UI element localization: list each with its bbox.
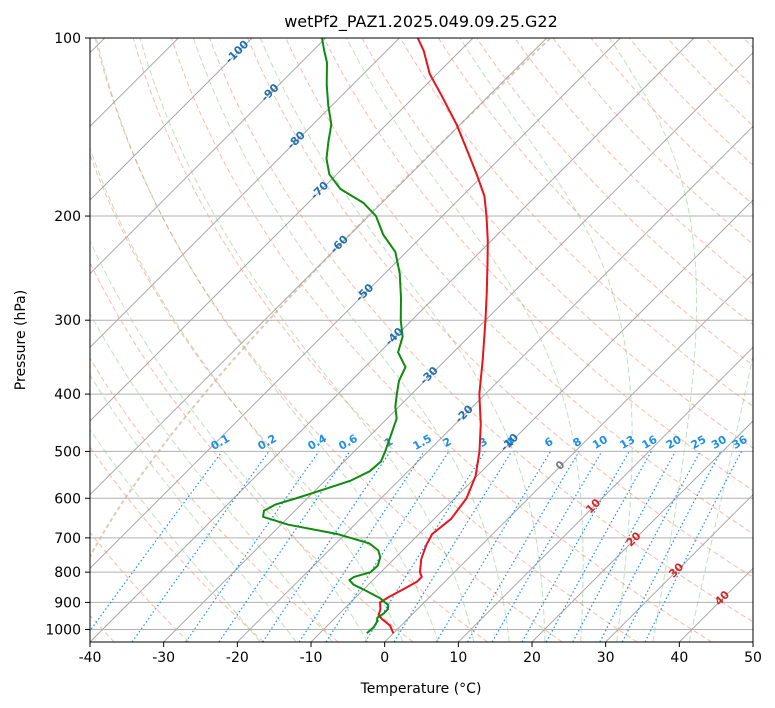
y-tick-label: 200 [54,209,81,225]
moist-adiabat [688,353,753,642]
dry-adiabat [90,153,488,642]
moist-adiabat [95,38,439,642]
x-tick-label: -10 [300,650,323,666]
y-tick-label: 400 [54,387,81,403]
moist-adiabat [345,38,584,642]
y-tick-label: 700 [54,531,81,547]
x-tick-label: -20 [226,650,249,666]
isotherm-line [90,38,253,201]
dry-adiabat [514,38,753,285]
dry-adiabat [90,446,264,642]
moist-adiabat [139,38,475,642]
sounding-profiles [262,38,489,635]
x-tick-label: 40 [670,650,688,666]
isotherm-line [90,38,695,642]
dry-adiabat [209,38,753,623]
moist-adiabat [90,239,369,642]
background-lines [90,38,753,642]
isotherm-line [90,38,621,570]
mixing-ratio-line [298,451,425,642]
mixing-ratio-line [90,451,223,632]
moist-adiabat [90,373,297,642]
isotherm-line [457,346,753,642]
mixing-ratio-line [393,451,513,642]
mixing-ratio-line [521,451,630,642]
dry-adiabat [132,38,638,642]
mixing-ratio-line [545,451,652,642]
plot-background [90,38,753,642]
plot-frame [89,37,754,643]
isotherm-line [531,420,753,642]
dry-adiabat [438,38,753,366]
mixing-ratio-line [621,451,722,642]
x-tick-label: 10 [449,650,467,666]
mixing-ratio-line [218,451,351,642]
x-tick-label: 30 [597,650,615,666]
mixing-ratio-line [325,451,450,642]
isotherm-line [384,272,753,642]
x-tick-label: -40 [79,650,102,666]
dry-adiabat [170,38,712,642]
y-axis-title: Pressure (hPa) [13,290,29,390]
isotherm-line [90,38,474,422]
x-tick-label: 0 [380,650,389,666]
y-tick-label: 900 [54,595,81,611]
moist-adiabat [609,38,698,642]
x-tick-label: -30 [152,650,175,666]
mixing-ratio-line [131,451,270,642]
moist-adiabat [259,38,546,642]
isotherm-line [310,199,753,642]
dry-adiabat [399,38,753,408]
y-tick-label: 1000 [45,622,81,638]
moist-adiabat [90,428,261,642]
y-tick-label: 600 [54,491,81,507]
reference-curve [90,38,552,559]
axes: -40 -30 -20 -10 0 10 20 30 40 50 100 200 300 400 500 60… [45,31,762,666]
dry-adiabat [90,531,190,642]
isotherm-line [236,125,753,642]
temperature-profile [377,38,489,634]
isotherm-line [605,493,753,642]
isotherm-line [90,38,400,349]
isotherm-line [752,641,753,642]
dry-adiabat [323,38,753,492]
isotherm-line [90,38,327,275]
mixing-ratio-line [185,451,320,642]
dry-adiabat [94,38,563,642]
y-tick-label: 800 [54,565,81,581]
y-tick-label: 500 [54,444,81,460]
x-axis-title: Temperature (°C) [360,681,482,697]
dewpoint-profile [262,38,407,635]
isotherm-line [90,38,548,496]
x-tick-label: 50 [744,650,762,666]
y-tick-label: 100 [54,31,81,47]
x-tick-label: 20 [523,650,541,666]
mixing-ratio-line [572,451,677,642]
mixing-ratio-line [644,451,743,642]
isotherm-line [163,51,753,642]
y-tick-label: 300 [54,313,81,329]
dry-adiabat [90,357,339,642]
mixing-ratio-line [262,451,391,642]
chart-title: wetPf2_PAZ1.2025.049.09.25.G22 [284,12,558,32]
